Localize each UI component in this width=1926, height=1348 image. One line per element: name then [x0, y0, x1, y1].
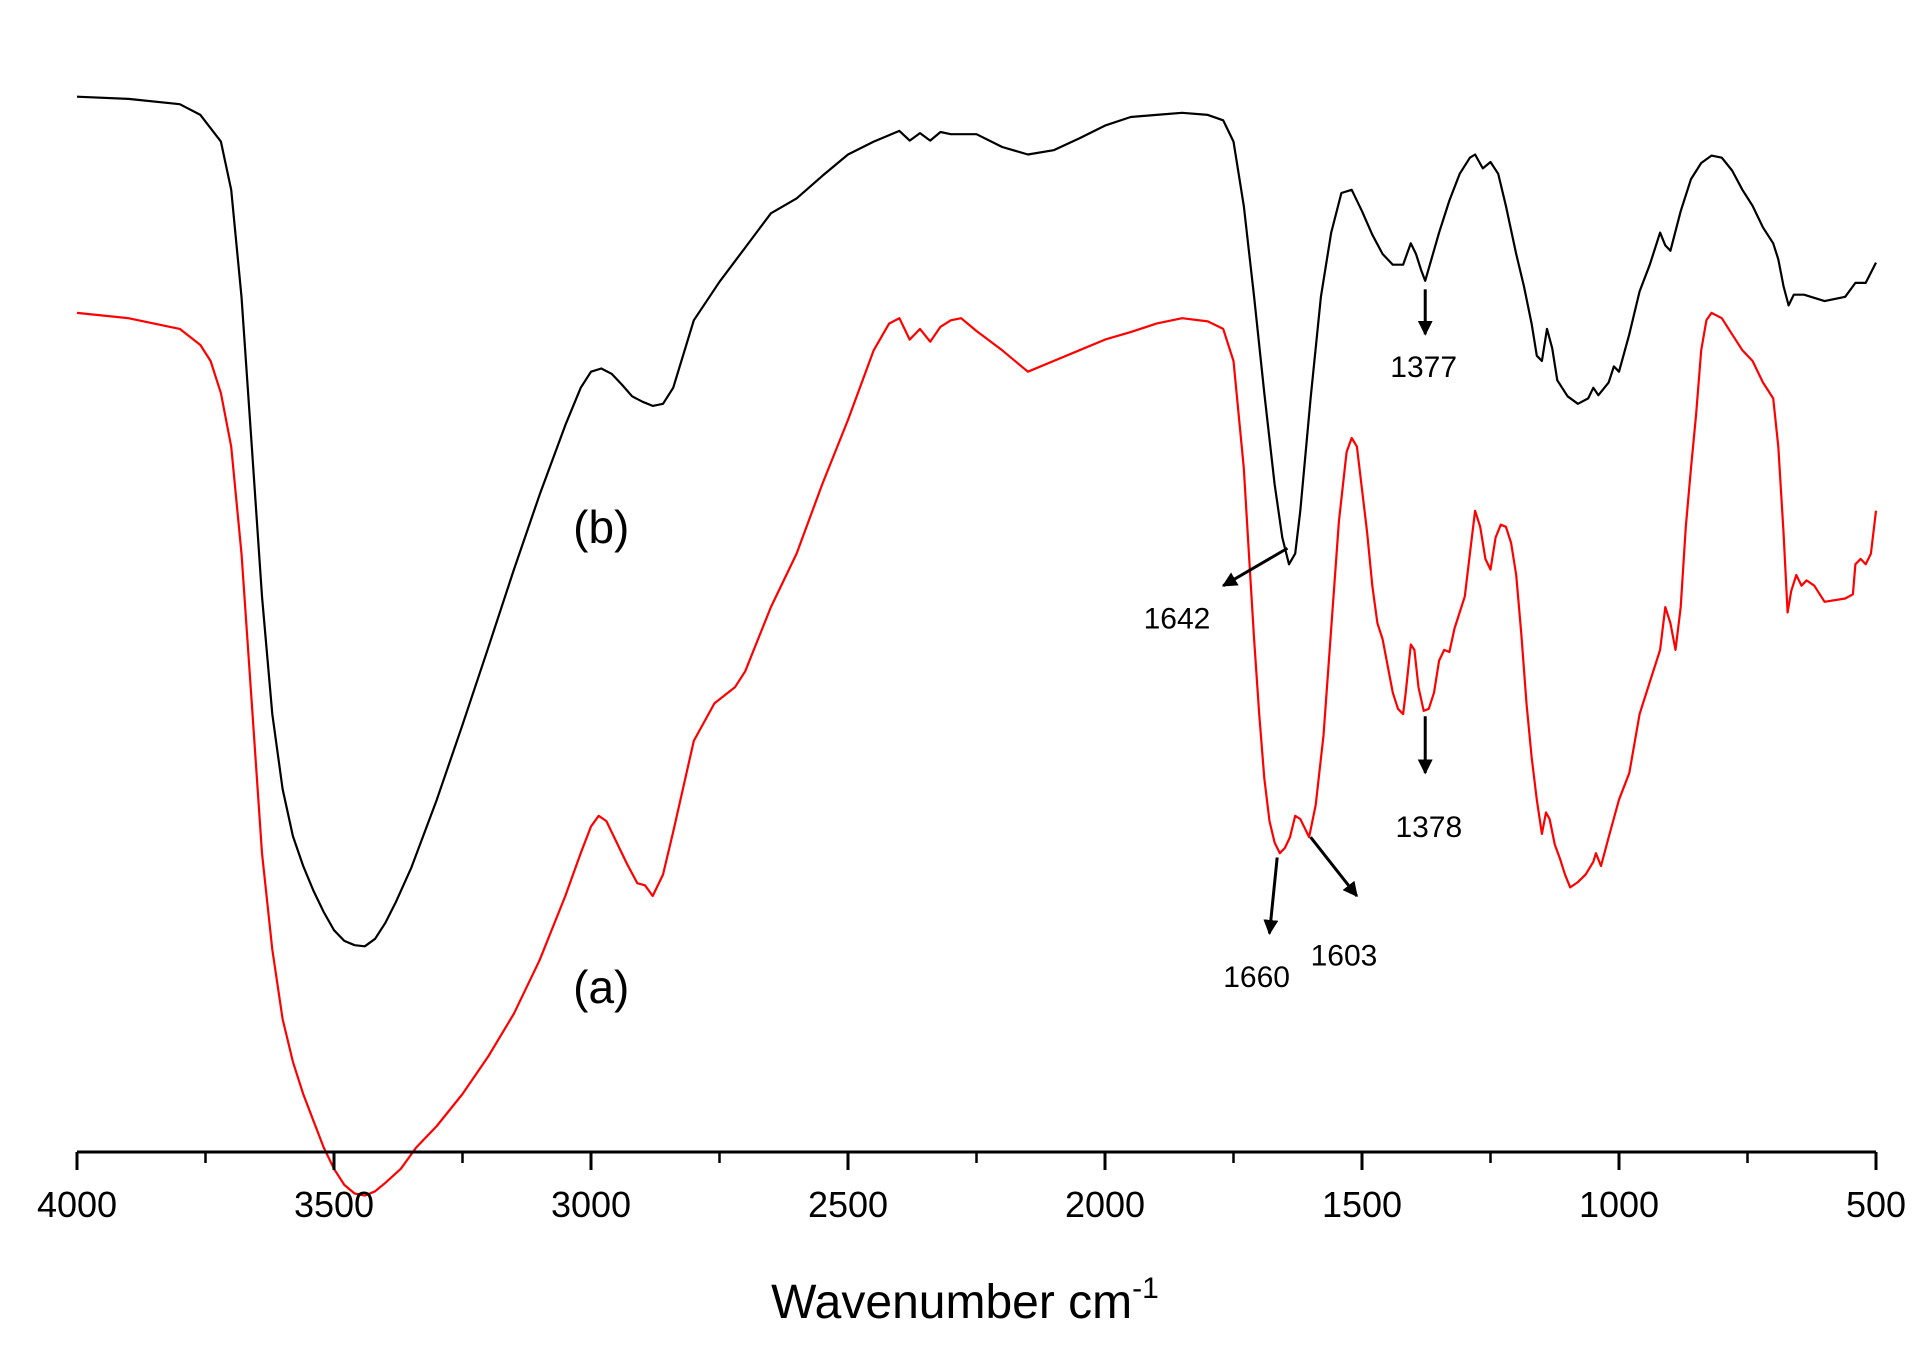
peak-label: 1377: [1390, 351, 1457, 384]
peak-label: 1660: [1223, 961, 1290, 994]
x-axis: 4000 3500 3000 2500 2000 1500 1000 500: [37, 1150, 1906, 1225]
series-layer: [76, 95, 1878, 1197]
x-axis-label-text: Wavenumber cm: [771, 1276, 1132, 1329]
x-tick-label: 4000: [37, 1184, 117, 1225]
x-tick-label: 3000: [551, 1184, 631, 1225]
x-tick-label: 2500: [808, 1184, 888, 1225]
annotation-layer: (b) (a) 1642 1377 1660 1603 1378: [573, 289, 1462, 1013]
series-line-b: [76, 95, 1877, 948]
series-label: (a): [573, 961, 629, 1013]
x-tick-label: 500: [1846, 1184, 1906, 1225]
x-tick-label: 1500: [1322, 1184, 1402, 1225]
annotation-arrow: [1309, 836, 1359, 898]
annotation-arrow: [1263, 857, 1279, 935]
x-tick-label: 2000: [1065, 1184, 1145, 1225]
peak-label: 1642: [1144, 603, 1211, 636]
x-axis-label: Wavenumber cm-1: [771, 1272, 1159, 1329]
peak-label: 1378: [1395, 811, 1462, 844]
series-line-a: [76, 311, 1878, 1197]
x-tick-label: 1000: [1579, 1184, 1659, 1225]
x-tick-label: 3500: [294, 1184, 374, 1225]
x-axis-label-superscript: -1: [1132, 1272, 1159, 1305]
series-label: (b): [573, 501, 629, 553]
annotation-arrow: [1221, 546, 1289, 587]
peak-label: 1603: [1311, 940, 1378, 973]
